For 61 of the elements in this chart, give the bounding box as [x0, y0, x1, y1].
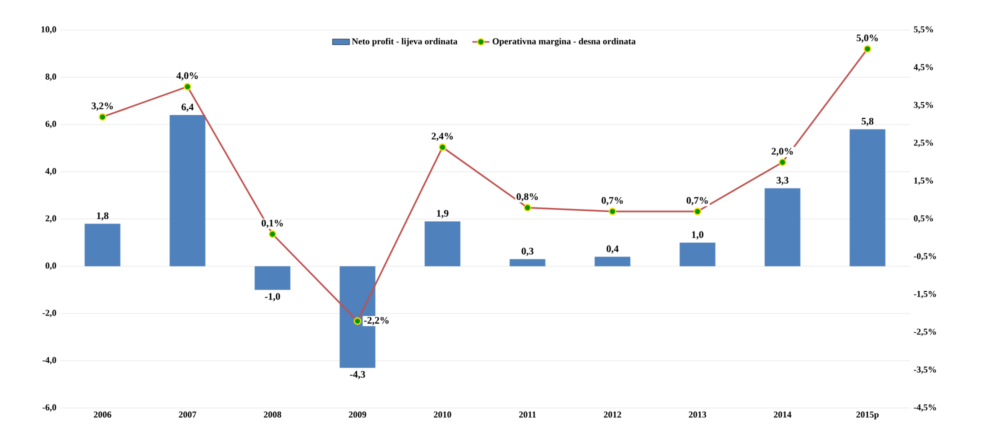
- data-label: 1,8: [97, 212, 108, 221]
- data-label: 1,9: [437, 210, 448, 218]
- x-tick-label: 2008: [264, 412, 282, 418]
- bar: [254, 266, 290, 290]
- data-label: 5,0%: [856, 34, 878, 43]
- bar: [850, 129, 886, 266]
- x-tick-label: 2011: [519, 412, 536, 418]
- data-label: 0,7%: [686, 197, 708, 206]
- legend-label: Neto profit - lijeva ordinata: [352, 38, 458, 46]
- x-tick-label: 2015p: [856, 412, 879, 420]
- y-tick-label: 0,0: [46, 262, 56, 270]
- y2-tick-label: -3,5%: [914, 366, 936, 374]
- y-tick-label: -4,0: [42, 357, 56, 364]
- y2-tick-label: 5,5%: [914, 26, 933, 34]
- legend-label: Operativna margina - desna ordinata: [492, 38, 636, 46]
- y2-tick-label: -1,5%: [914, 290, 936, 298]
- data-label: 2,0%: [772, 148, 793, 156]
- bar: [170, 115, 206, 266]
- bar: [510, 259, 546, 266]
- y2-tick-label: 2,5%: [914, 140, 933, 148]
- y-tick-label: 8,0: [46, 74, 56, 81]
- x-tick-label: 2009: [348, 412, 366, 418]
- y2-tick-label: 3,5%: [914, 102, 933, 110]
- data-label: 0,3: [522, 248, 534, 256]
- y2-tick-label: -2,5%: [914, 328, 936, 336]
- x-tick-label: 2012: [604, 412, 622, 418]
- data-label: 1,0: [692, 231, 704, 240]
- data-label: 3,3: [776, 176, 788, 186]
- y2-tick-label: 4,5%: [914, 64, 933, 72]
- y-tick-label: -6,0: [42, 404, 56, 412]
- data-label: -2,2%: [364, 316, 389, 326]
- x-tick-label: 2006: [94, 412, 112, 418]
- data-label: 0,7%: [602, 197, 623, 206]
- data-label: 0,1%: [262, 220, 283, 228]
- x-tick-label: 2010: [434, 412, 452, 418]
- bar: [594, 256, 630, 266]
- y2-tick-label: -4,5%: [914, 404, 936, 412]
- x-tick-label: 2014: [774, 412, 792, 418]
- x-tick-label: 2007: [178, 412, 196, 418]
- y-tick-label: 10,0: [41, 26, 56, 34]
- y-tick-label: 2,0: [46, 215, 56, 223]
- data-label: 2,4%: [432, 132, 453, 141]
- data-label: 0,8%: [516, 193, 538, 202]
- data-label: -1,0: [264, 293, 280, 302]
- bar: [764, 188, 800, 266]
- data-label: 4,0%: [176, 72, 198, 80]
- data-label: -4,3: [350, 371, 366, 380]
- y-tick-label: -2,0: [42, 310, 56, 318]
- data-label: 0,4: [606, 245, 619, 254]
- y2-tick-label: 0,5%: [914, 215, 933, 223]
- data-label: 6,4: [182, 104, 194, 112]
- y2-tick-label: -0,5%: [914, 253, 936, 260]
- y-tick-label: 4,0: [45, 168, 56, 176]
- y-tick-label: 6,0: [46, 120, 56, 128]
- data-label: 5,8: [862, 118, 874, 126]
- y2-tick-label: 1,5%: [914, 177, 933, 185]
- data-label: 3,2%: [92, 102, 113, 111]
- x-tick-label: 2013: [688, 412, 706, 418]
- bar: [424, 221, 460, 266]
- bar: [680, 242, 716, 266]
- bar: [84, 224, 120, 266]
